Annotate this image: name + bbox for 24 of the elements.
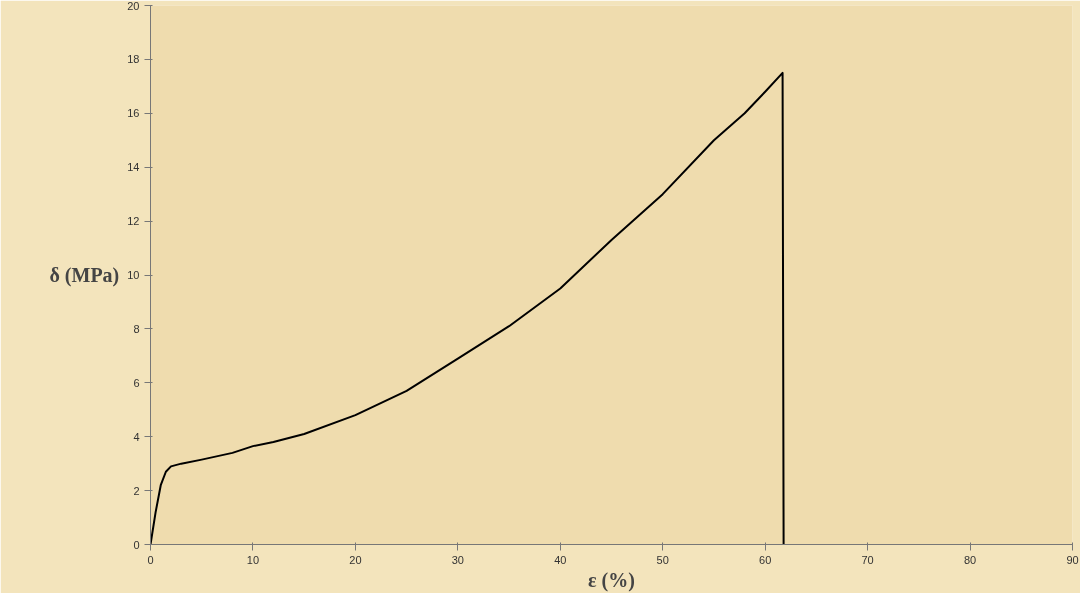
y-tick-label: 8 bbox=[133, 322, 140, 335]
y-tick-label: 10 bbox=[127, 269, 140, 281]
y-tick-label: 16 bbox=[127, 107, 140, 120]
x-axis-title: ε (%) bbox=[588, 568, 635, 592]
x-tick-label: 0 bbox=[147, 553, 154, 566]
x-tick-label: 80 bbox=[963, 553, 977, 566]
y-tick-label: 0 bbox=[133, 538, 140, 551]
y-tick-label: 4 bbox=[133, 430, 140, 443]
y-tick-label: 18 bbox=[127, 53, 140, 66]
x-tick-label: 50 bbox=[656, 553, 669, 566]
line-series bbox=[150, 71, 785, 545]
x-tick-label: 40 bbox=[554, 553, 567, 566]
y-tick-label: 14 bbox=[127, 161, 140, 174]
y-tick-label: 20 bbox=[127, 0, 140, 12]
x-tick-label: 90 bbox=[1066, 553, 1079, 566]
y-axis-title: δ (MPa) bbox=[49, 264, 120, 287]
y-tick-label: 12 bbox=[127, 215, 140, 228]
x-tick-label: 20 bbox=[349, 553, 362, 566]
y-tick-label: 2 bbox=[133, 484, 140, 497]
x-tick-label: 70 bbox=[861, 553, 874, 566]
x-tick-label: 60 bbox=[759, 553, 772, 566]
x-tick-label: 10 bbox=[246, 553, 260, 566]
x-tick-label: 30 bbox=[451, 553, 464, 566]
y-tick-label: 6 bbox=[133, 376, 140, 389]
